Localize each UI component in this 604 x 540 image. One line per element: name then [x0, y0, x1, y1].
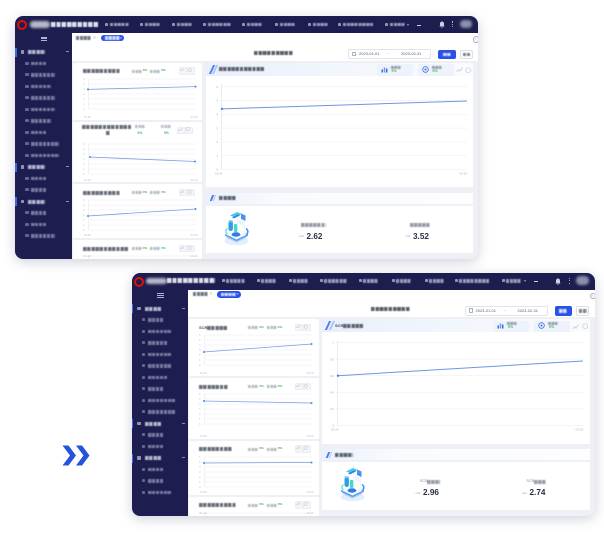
svg-text:0.6: 0.6	[330, 374, 334, 378]
svg-text:6: 6	[83, 199, 85, 202]
svg-text:6: 6	[83, 143, 85, 146]
svg-text:03-19: 03-19	[307, 490, 314, 494]
svg-text:03-19: 03-19	[459, 171, 467, 175]
svg-text:6: 6	[83, 78, 85, 81]
svg-text:4: 4	[199, 403, 201, 406]
svg-text:0.4: 0.4	[330, 391, 334, 395]
svg-text:1: 1	[83, 168, 85, 171]
svg-text:4: 4	[199, 344, 201, 347]
svg-text:2: 2	[199, 354, 201, 357]
svg-text:0: 0	[83, 229, 85, 232]
svg-text:0: 0	[332, 424, 334, 428]
svg-text:0: 0	[83, 108, 85, 111]
svg-text:2: 2	[83, 163, 85, 166]
svg-text:1: 1	[199, 359, 201, 362]
svg-text:4: 4	[216, 112, 218, 116]
svg-text:5: 5	[83, 204, 85, 207]
svg-text:4: 4	[83, 209, 85, 212]
svg-text:03-19: 03-19	[190, 254, 197, 258]
svg-text:0: 0	[199, 423, 201, 426]
svg-text:03-19: 03-19	[190, 233, 197, 237]
svg-text:01-20: 01-20	[200, 511, 207, 515]
svg-text:01-20: 01-20	[84, 254, 91, 258]
svg-text:3: 3	[199, 349, 201, 352]
svg-text:5: 5	[216, 98, 218, 102]
svg-text:03-19: 03-19	[576, 428, 584, 432]
svg-text:4: 4	[83, 88, 85, 91]
svg-text:2: 2	[199, 476, 201, 479]
svg-text:3: 3	[199, 408, 201, 411]
svg-text:01-20: 01-20	[84, 178, 91, 182]
svg-text:6: 6	[199, 456, 201, 459]
svg-text:6: 6	[199, 334, 201, 337]
svg-text:4: 4	[199, 466, 201, 469]
svg-text:0: 0	[83, 173, 85, 176]
svg-text:5: 5	[199, 339, 201, 342]
svg-text:1: 1	[199, 418, 201, 421]
svg-text:1: 1	[199, 481, 201, 484]
svg-text:3: 3	[83, 93, 85, 96]
svg-text:1: 1	[332, 341, 334, 345]
svg-text:2: 2	[83, 219, 85, 222]
svg-text:0: 0	[199, 364, 201, 367]
svg-text:3: 3	[216, 126, 218, 130]
svg-text:1: 1	[216, 153, 218, 157]
svg-text:4: 4	[83, 153, 85, 156]
svg-text:2: 2	[83, 98, 85, 101]
svg-text:01-20: 01-20	[200, 371, 207, 375]
svg-text:0: 0	[199, 486, 201, 489]
svg-text:03-19: 03-19	[190, 178, 197, 182]
svg-text:1: 1	[83, 103, 85, 106]
svg-text:2: 2	[199, 413, 201, 416]
svg-text:01-20: 01-20	[200, 434, 207, 438]
svg-text:0.2: 0.2	[330, 407, 334, 411]
svg-text:6: 6	[199, 512, 201, 515]
svg-text:0.8: 0.8	[330, 357, 334, 361]
svg-text:01-20: 01-20	[84, 115, 91, 119]
svg-text:03-19: 03-19	[307, 511, 314, 515]
svg-text:3: 3	[199, 471, 201, 474]
svg-text:1: 1	[83, 224, 85, 227]
svg-text:3: 3	[83, 158, 85, 161]
svg-text:2: 2	[216, 140, 218, 144]
svg-text:01-20: 01-20	[215, 171, 223, 175]
svg-text:6: 6	[216, 84, 218, 88]
svg-text:5: 5	[83, 148, 85, 151]
svg-text:5: 5	[199, 398, 201, 401]
svg-text:01-20: 01-20	[331, 428, 339, 432]
svg-text:01-20: 01-20	[84, 233, 91, 237]
svg-text:5: 5	[83, 83, 85, 86]
svg-text:03-19: 03-19	[307, 371, 314, 375]
svg-text:0: 0	[216, 167, 218, 171]
svg-text:6: 6	[199, 393, 201, 396]
svg-text:01-20: 01-20	[200, 490, 207, 494]
svg-text:03-19: 03-19	[307, 434, 314, 438]
svg-text:3: 3	[83, 214, 85, 217]
svg-text:5: 5	[199, 461, 201, 464]
svg-text:03-19: 03-19	[190, 115, 197, 119]
svg-text:6: 6	[83, 255, 85, 258]
